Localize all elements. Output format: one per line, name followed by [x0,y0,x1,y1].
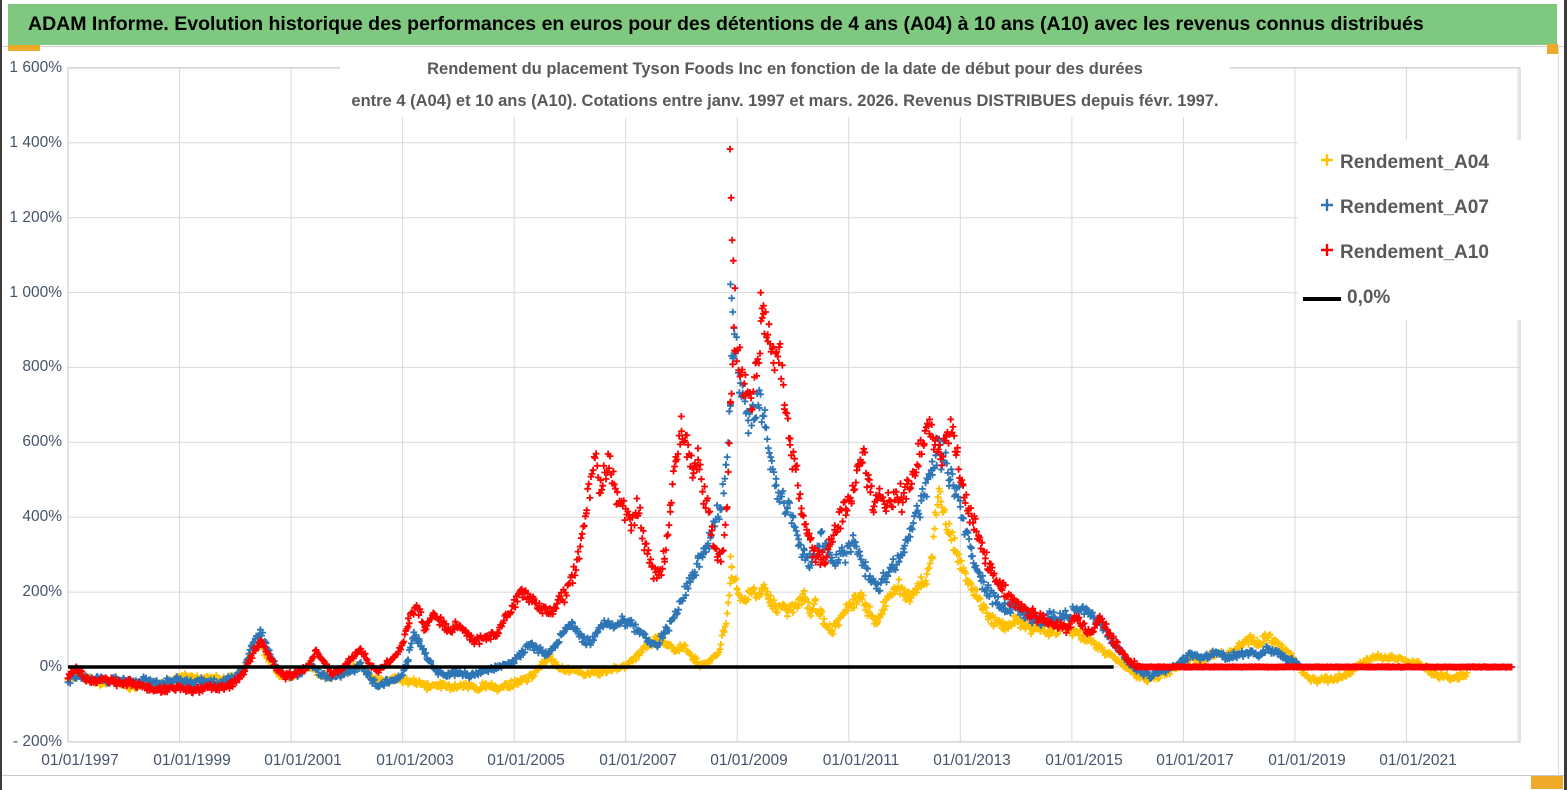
x-tick-label: 01/01/2015 [1045,752,1123,769]
x-tick-label: 01/01/2003 [376,752,454,769]
legend-label: Rendement_A10 [1340,241,1489,263]
series-rendement_a10[interactable] [64,145,1515,697]
legend-item-a07[interactable]: Rendement_A07 [1298,185,1560,230]
x-tick-label: 01/01/2007 [599,752,677,769]
chart-title-line1: Rendement du placement Tyson Foods Inc e… [427,60,1143,78]
selection-accent-top-left [8,45,40,51]
x-tick-label: 01/01/2021 [1379,752,1457,769]
y-tick-label: 800% [22,358,62,375]
y-tick-label: - 200% [12,733,62,750]
x-tick-label: 01/01/1997 [41,752,119,769]
selection-accent-bottom-right [1531,776,1563,789]
x-tick-label: 01/01/2009 [710,752,788,769]
y-tick-label: 400% [22,508,62,525]
legend-item-a10[interactable]: Rendement_A10 [1298,230,1560,275]
plus-marker-a10-icon [1320,243,1334,262]
plus-marker-a04-icon [1320,153,1334,172]
legend-item-a04[interactable]: Rendement_A04 [1298,140,1560,185]
selection-accent-top-right [1547,44,1558,54]
y-tick-label: 1 600% [9,59,62,76]
y-tick-label: 1 400% [9,134,62,151]
y-tick-label: 1 000% [9,284,62,301]
y-tick-label: 200% [22,583,62,600]
x-tick-label: 01/01/1999 [153,752,231,769]
legend[interactable]: Rendement_A04 Rendement_A07 Rendement_A1… [1298,140,1560,320]
x-tick-label: 01/01/2011 [822,752,900,769]
x-tick-label: 01/01/2005 [487,752,565,769]
window-border-left [0,0,2,790]
y-tick-label: 600% [22,433,62,450]
chart-frame-line [1558,46,1559,776]
zero-line-marker-icon [1303,289,1341,307]
legend-item-zero-line[interactable]: 0,0% [1298,275,1560,320]
x-tick-label: 01/01/2013 [933,752,1011,769]
bottom-separator [0,775,1567,776]
plus-marker-a07-icon [1320,198,1334,217]
header-separator [0,46,1567,47]
sheet-header-title: ADAM Informe. Evolution historique des p… [28,13,1424,35]
window-border-right [1564,0,1567,790]
chart-title-line2: entre 4 (A04) et 10 ans (A10). Cotations… [351,92,1219,110]
y-tick-label: 1 200% [9,209,62,226]
x-tick-label: 01/01/2019 [1268,752,1346,769]
y-tick-label: 0% [39,658,62,675]
chart-title: Rendement du placement Tyson Foods Inc e… [340,53,1230,117]
legend-label: 0,0% [1347,286,1391,308]
legend-label: Rendement_A07 [1340,196,1489,218]
legend-label: Rendement_A04 [1340,151,1489,173]
x-tick-label: 01/01/2017 [1156,752,1234,769]
sheet-header-cell[interactable]: ADAM Informe. Evolution historique des p… [8,4,1557,45]
x-tick-label: 01/01/2001 [264,752,342,769]
series-rendement_a07[interactable] [64,280,1304,691]
